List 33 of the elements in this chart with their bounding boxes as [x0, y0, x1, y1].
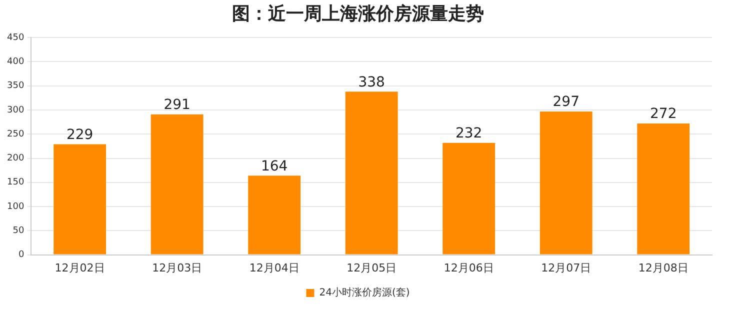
y-tick-label: 350 [6, 81, 24, 92]
y-tick-label: 0 [18, 250, 24, 260]
data-label: 272 [650, 106, 677, 122]
bar [345, 92, 398, 254]
legend-label: 24小时涨价房源(套) [319, 286, 410, 299]
x-tick-label: 12月06日 [444, 261, 494, 274]
bar [150, 114, 204, 254]
bar [248, 176, 301, 254]
x-tick-label: 12月03日 [152, 261, 202, 274]
x-tick-label: 12月02日 [54, 261, 105, 274]
y-tick-label: 100 [6, 202, 24, 212]
x-tick-label: 12月04日 [249, 261, 300, 274]
x-tick-label: 12月07日 [541, 261, 592, 274]
data-label: 229 [66, 126, 94, 143]
y-tick-label: 450 [6, 32, 24, 43]
y-tick-label: 250 [6, 129, 24, 140]
bar [442, 142, 496, 254]
bar [54, 144, 106, 254]
bar [637, 124, 690, 254]
y-tick-label: 150 [6, 178, 24, 188]
chart-title: 图：近一周上海涨价房源量走势 [232, 3, 484, 24]
data-label: 297 [552, 94, 580, 110]
data-label: 232 [455, 125, 482, 142]
x-tick-label: 12月05日 [346, 261, 397, 274]
data-label: 338 [358, 74, 385, 90]
x-tick-label: 12月08日 [638, 261, 688, 274]
data-label: 164 [260, 158, 288, 174]
y-tick-label: 300 [6, 105, 24, 116]
bar [540, 111, 592, 254]
y-tick-label: 400 [6, 57, 24, 68]
data-label: 291 [164, 96, 190, 113]
y-tick-label: 50 [12, 226, 24, 236]
y-tick-label: 200 [6, 154, 24, 164]
